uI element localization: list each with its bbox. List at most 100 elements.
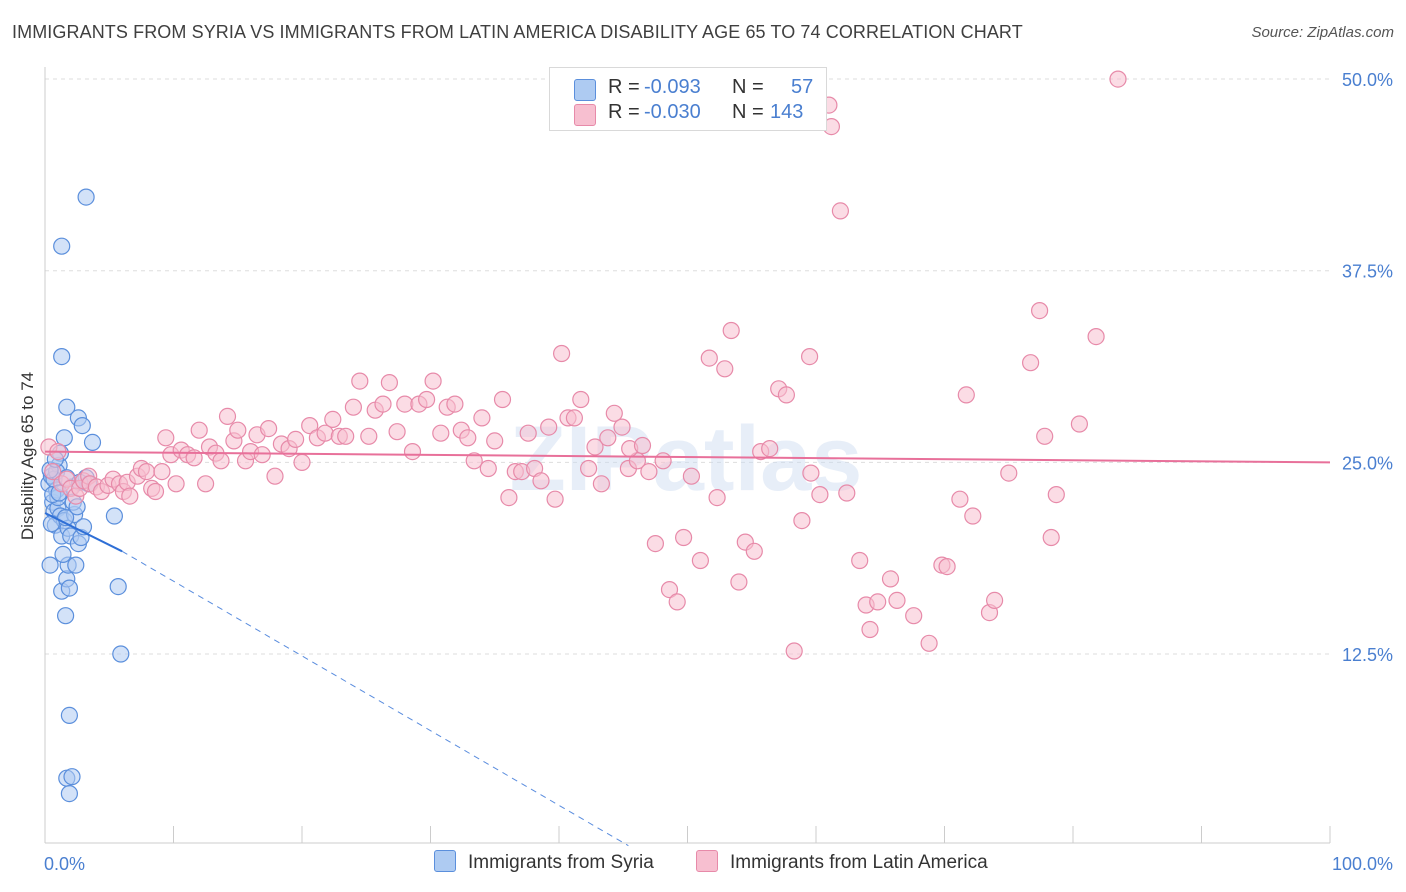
syria-point-19 — [60, 579, 79, 597]
latam-point-85 — [552, 344, 571, 363]
latam-point-102 — [660, 580, 679, 599]
trend-layer — [44, 450, 1331, 847]
latam-point-141 — [985, 591, 1004, 610]
y-tick-label-0: 12.5% — [1342, 645, 1393, 665]
latam-n-value: 143 — [770, 101, 804, 123]
latam-point-47 — [287, 430, 305, 448]
latam-point-98 — [633, 436, 652, 455]
syria-trend-line — [44, 512, 123, 553]
syria-r-value: -0.093 — [644, 76, 701, 98]
latam-point-49 — [301, 417, 319, 435]
latam-point-134 — [920, 634, 938, 652]
syria-r-label: R = — [608, 76, 640, 98]
grid-layer — [45, 78, 1330, 655]
latam-point-122 — [811, 486, 829, 504]
latam-point-106 — [691, 551, 710, 570]
latam-point-91 — [592, 475, 611, 493]
latam-point-56 — [351, 372, 369, 390]
latam-swatch — [574, 104, 596, 126]
syria-n-label: N = — [732, 76, 764, 98]
latam-point-59 — [374, 395, 392, 413]
latam-point-109 — [716, 360, 734, 378]
latam-point-60 — [380, 374, 398, 392]
latam-point-92 — [599, 429, 617, 447]
y-axis-label: Disability Age 65 to 74 — [18, 372, 37, 540]
points-layer — [40, 70, 1127, 803]
latam-point-73 — [473, 409, 491, 427]
latam-point-129 — [861, 620, 879, 639]
latam-point-44 — [266, 467, 284, 485]
latam-point-113 — [745, 542, 763, 560]
latam-point-94 — [613, 418, 631, 436]
latam-point-36 — [218, 407, 237, 425]
latam-point-125 — [831, 202, 850, 220]
latam-point-130 — [869, 593, 887, 611]
latam-point-75 — [486, 432, 504, 450]
axes-layer — [44, 67, 1331, 844]
syria-point-23 — [67, 556, 85, 574]
latam-point-43 — [260, 420, 278, 438]
latam-point-32 — [197, 475, 215, 493]
latam-point-24 — [153, 463, 171, 481]
latam-point-111 — [730, 573, 748, 591]
latam-point-69 — [446, 395, 464, 413]
latam-n-label: N = — [732, 101, 764, 123]
latam-point-147 — [1047, 486, 1065, 504]
latam-point-48 — [293, 453, 311, 471]
latam-point-107 — [700, 349, 718, 367]
x-tick-label-1: 100.0% — [1332, 854, 1393, 874]
syria-trend-extension — [121, 550, 629, 847]
latam-point-142 — [1000, 464, 1018, 482]
latam-point-72 — [465, 452, 483, 470]
syria-point-30 — [54, 545, 72, 564]
latam-point-132 — [888, 591, 906, 610]
syria-point-40 — [58, 398, 76, 416]
y-tick-label-2: 37.5% — [1342, 262, 1393, 282]
latam-point-143 — [1021, 354, 1040, 372]
latam-point-87 — [565, 409, 584, 427]
latam-point-133 — [905, 607, 923, 625]
latam-point-55 — [344, 398, 362, 416]
latam-point-148 — [1070, 415, 1089, 433]
latam-point-103 — [668, 593, 686, 611]
latam-point-84 — [546, 490, 564, 508]
latam-point-90 — [586, 438, 604, 456]
y-tick-label-3: 50.0% — [1342, 70, 1393, 90]
latam-legend-label: Immigrants from Latin America — [730, 852, 988, 873]
syria-legend-swatch — [434, 850, 456, 872]
latam-point-83 — [540, 418, 558, 436]
syria-point-16 — [56, 607, 75, 625]
latam-point-42 — [253, 446, 271, 464]
latam-point-88 — [572, 390, 590, 409]
latam-trend-line — [44, 450, 1331, 464]
latam-point-100 — [646, 534, 665, 553]
latam-point-77 — [500, 489, 518, 507]
legend-item-syria[interactable]: Immigrants from Syria — [434, 850, 654, 874]
latam-point-104 — [674, 528, 693, 547]
latam-point-89 — [579, 459, 598, 478]
latam-point-146 — [1042, 528, 1060, 547]
syria-swatch — [574, 79, 596, 101]
latam-point-110 — [722, 321, 740, 340]
syria-point-43 — [83, 433, 102, 451]
latam-point-119 — [793, 511, 811, 530]
latam-point-93 — [605, 404, 623, 422]
syria-point-37 — [53, 348, 71, 366]
syria-point-49 — [63, 768, 81, 786]
latam-point-63 — [403, 443, 422, 461]
latam-point-74 — [479, 459, 497, 478]
latam-r-label: R = — [608, 101, 640, 123]
legend-item-latam[interactable]: Immigrants from Latin America — [696, 850, 988, 874]
latam-point-101 — [654, 452, 672, 470]
latam-point-54 — [337, 427, 355, 445]
latam-point-52 — [324, 410, 342, 428]
latam-point-144 — [1030, 302, 1049, 320]
syria-n-value: 57 — [791, 76, 814, 98]
latam-point-120 — [800, 348, 819, 366]
y-tick-label-1: 25.0% — [1342, 453, 1393, 473]
latam-point-57 — [360, 427, 378, 445]
latam-point-25 — [157, 429, 175, 447]
latam-point-136 — [938, 557, 956, 576]
latam-point-145 — [1036, 427, 1054, 445]
syria-point-39 — [77, 188, 95, 206]
